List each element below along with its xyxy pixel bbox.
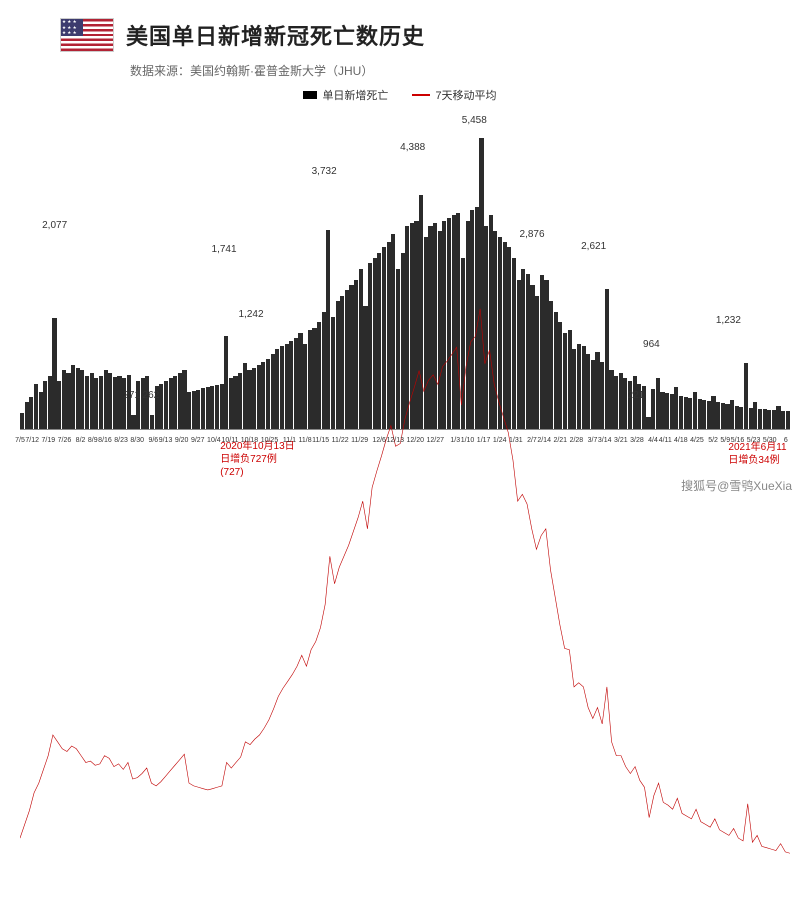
x-tick: 8/9 bbox=[88, 437, 98, 444]
x-tick: 3/28 bbox=[630, 437, 644, 444]
x-tick: 9/6 bbox=[148, 437, 158, 444]
x-tick: 7/5 bbox=[15, 437, 25, 444]
x-tick: 2/21 bbox=[553, 437, 567, 444]
x-tick: 1/24 bbox=[493, 437, 507, 444]
x-axis: 7/57/127/197/268/28/98/168/238/309/69/13… bbox=[20, 437, 790, 444]
x-tick: 12/27 bbox=[427, 437, 445, 444]
x-tick: 12/20 bbox=[406, 437, 424, 444]
peak-label: 5,458 bbox=[462, 115, 487, 126]
peak-label: 2,077 bbox=[42, 220, 67, 231]
x-tick: 11/15 bbox=[312, 437, 329, 444]
peak-label: 262 bbox=[143, 390, 160, 401]
x-tick: 4/18 bbox=[674, 437, 688, 444]
x-tick: 11/8 bbox=[299, 437, 312, 444]
x-tick: 5/2 bbox=[708, 437, 718, 444]
swatch-bar-icon bbox=[303, 91, 317, 99]
x-tick: 2/14 bbox=[537, 437, 551, 444]
ma-line-canvas bbox=[20, 130, 790, 900]
x-tick: 6 bbox=[784, 437, 788, 444]
x-tick: 8/23 bbox=[114, 437, 128, 444]
chart-area: 2,0772712621,7411,2423,7324,3885,4582,87… bbox=[20, 130, 790, 430]
x-tick: 4/4 bbox=[648, 437, 658, 444]
x-tick: 1/31 bbox=[509, 437, 523, 444]
peak-label: 2,876 bbox=[520, 229, 545, 240]
x-tick: 5/23 bbox=[747, 437, 761, 444]
watermark-text: 搜狐号@雪鸮XueXia bbox=[681, 477, 792, 494]
x-tick: 3/7 bbox=[588, 437, 598, 444]
chart-header: 美国单日新增新冠死亡数历史 bbox=[0, 0, 800, 52]
x-tick: 1/17 bbox=[477, 437, 491, 444]
x-tick: 2/7 bbox=[527, 437, 537, 444]
x-tick: 9/27 bbox=[191, 437, 205, 444]
peak-label: 3,732 bbox=[312, 166, 337, 177]
x-tick: 8/16 bbox=[98, 437, 112, 444]
x-tick: 9/20 bbox=[175, 437, 189, 444]
x-tick: 8/2 bbox=[76, 437, 86, 444]
legend-line: 7天移动平均 bbox=[412, 87, 496, 103]
x-tick: 12/6 bbox=[372, 437, 386, 444]
x-tick: 11/29 bbox=[351, 437, 368, 444]
legend-bars-label: 单日新增死亡 bbox=[322, 87, 388, 103]
annotation-note: 2021年6月11日增负34例 bbox=[728, 441, 786, 467]
peak-label: 964 bbox=[643, 339, 660, 350]
us-flag-icon bbox=[60, 18, 114, 52]
x-tick: 3/21 bbox=[614, 437, 628, 444]
x-tick: 5/30 bbox=[763, 437, 777, 444]
legend-bars: 单日新增死亡 bbox=[303, 87, 388, 103]
x-tick: 7/19 bbox=[42, 437, 56, 444]
x-tick: 1/10 bbox=[461, 437, 475, 444]
chart-subtitle: 数据来源：美国约翰斯·霍普金斯大学（JHU） bbox=[0, 52, 800, 79]
x-tick: 5/9 bbox=[720, 437, 730, 444]
x-tick: 9/13 bbox=[159, 437, 173, 444]
peak-label: 1,741 bbox=[212, 244, 237, 255]
x-tick: 5/16 bbox=[731, 437, 745, 444]
annotation-note: 2020年10月13日日增负727例(727) bbox=[220, 440, 295, 479]
x-tick: 10/25 bbox=[261, 437, 279, 444]
swatch-line-icon bbox=[412, 94, 430, 96]
x-tick: 3/14 bbox=[598, 437, 612, 444]
x-tick: 10/18 bbox=[241, 437, 259, 444]
x-tick: 11/1 bbox=[283, 437, 296, 444]
x-tick: 8/30 bbox=[130, 437, 144, 444]
x-tick: 10/11 bbox=[221, 437, 238, 444]
x-tick: 10/4 bbox=[207, 437, 221, 444]
x-tick: 7/26 bbox=[58, 437, 72, 444]
legend-line-label: 7天移动平均 bbox=[435, 87, 496, 103]
peak-label: 1,232 bbox=[716, 315, 741, 326]
peak-label: 271 bbox=[123, 390, 140, 401]
x-tick: 7/12 bbox=[25, 437, 39, 444]
peak-label: 2,621 bbox=[581, 241, 606, 252]
x-tick: 11/22 bbox=[332, 437, 349, 444]
chart-legend: 单日新增死亡 7天移动平均 bbox=[0, 79, 800, 103]
x-tick: 12/13 bbox=[386, 437, 404, 444]
peak-label: 1,242 bbox=[238, 309, 263, 320]
x-tick: 1/3 bbox=[450, 437, 460, 444]
peak-label: 221 bbox=[628, 390, 645, 401]
chart-title: 美国单日新增新冠死亡数历史 bbox=[126, 19, 425, 51]
x-tick: 2/28 bbox=[570, 437, 584, 444]
x-tick: 4/11 bbox=[659, 437, 672, 444]
x-tick: 4/25 bbox=[690, 437, 704, 444]
peak-label: 4,388 bbox=[400, 142, 425, 153]
